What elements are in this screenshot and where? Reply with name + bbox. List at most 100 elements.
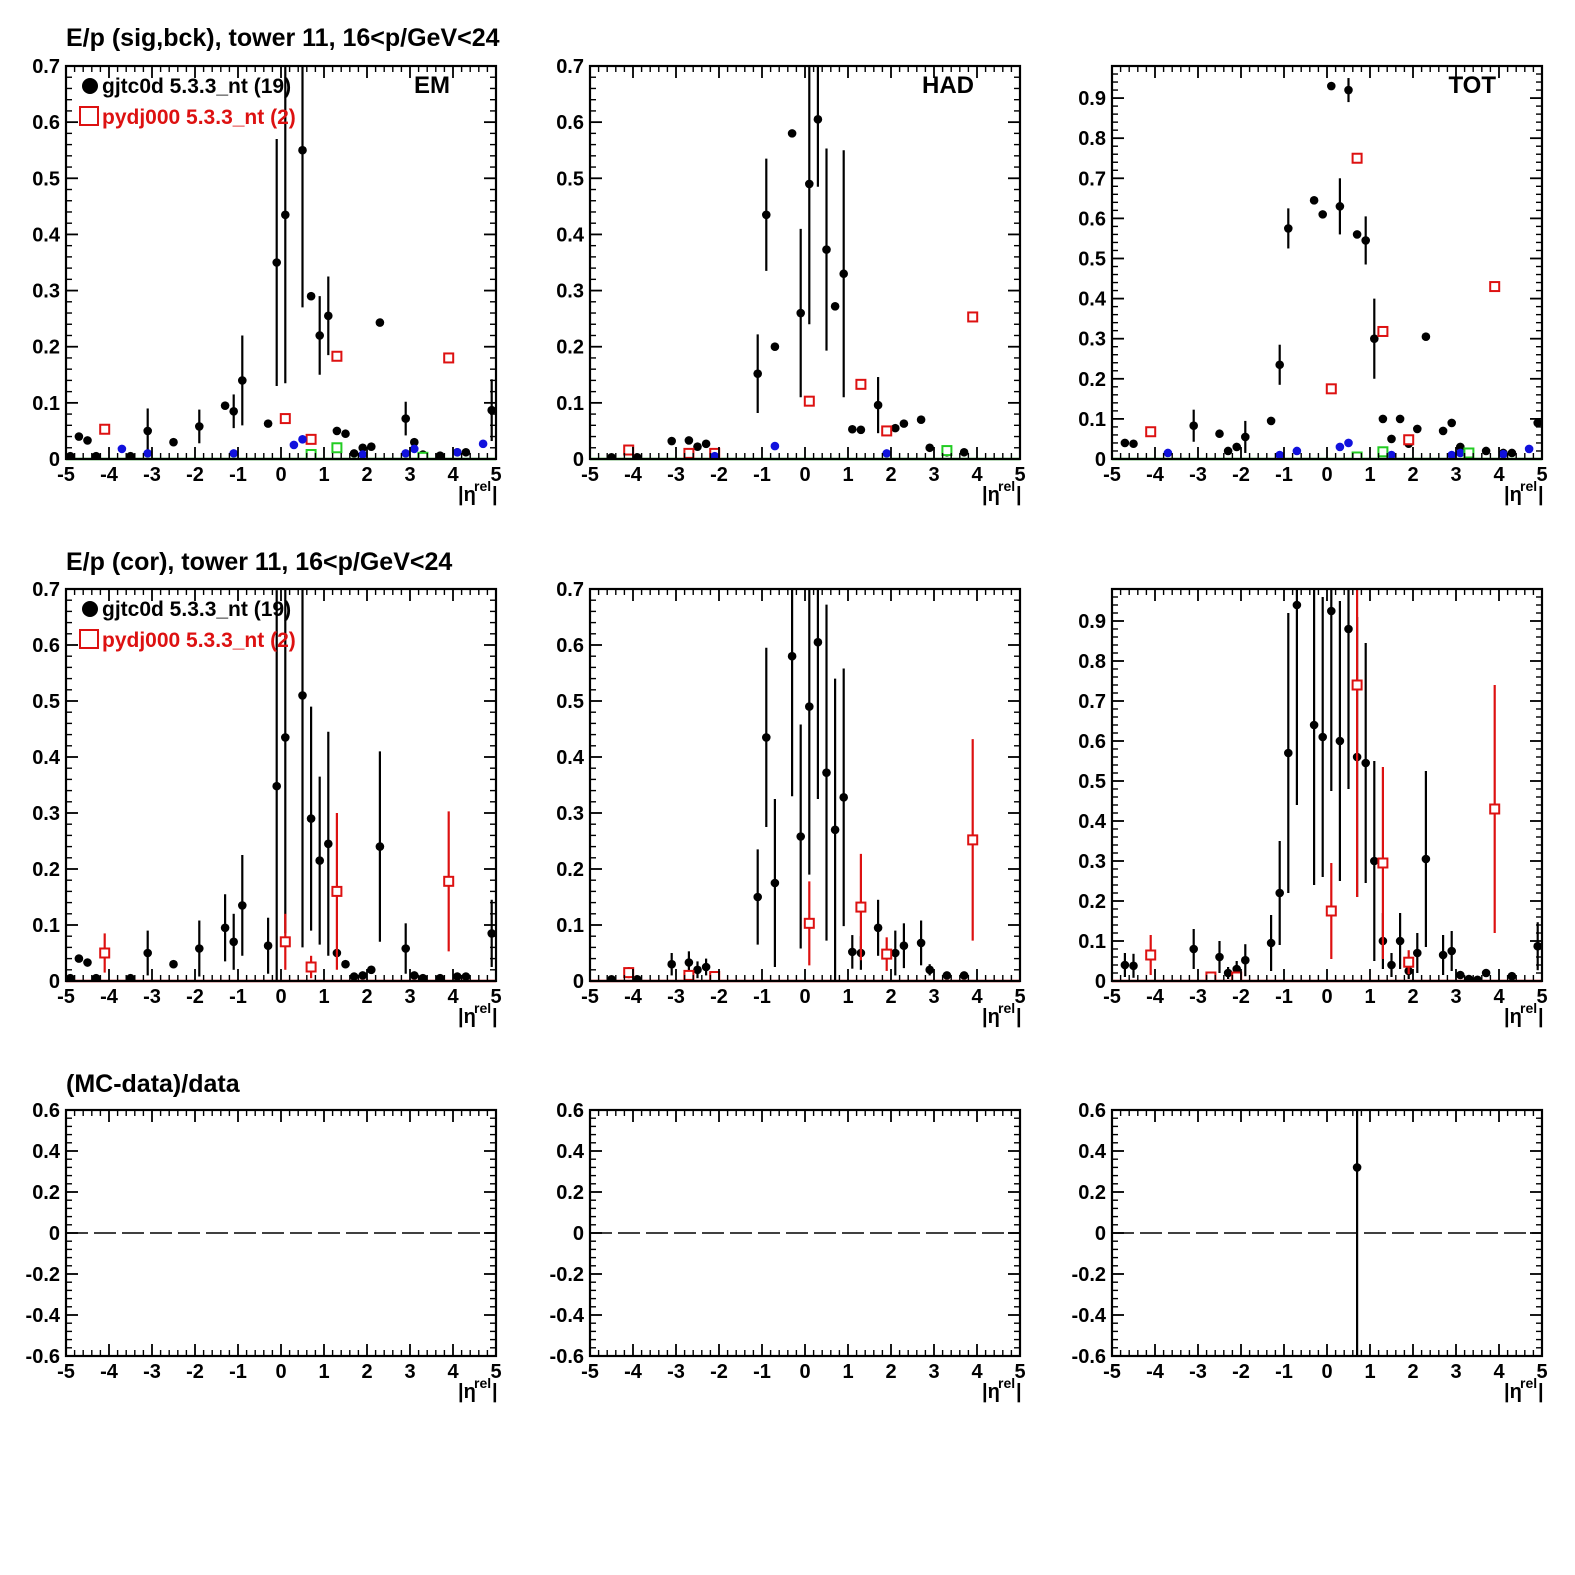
x-axis-label: |η [982,484,1000,506]
y-tick-label: 0 [49,449,60,471]
x-tick-label: -1 [753,986,771,1008]
data-point [349,449,359,458]
data-point [238,901,247,910]
data-point [607,975,616,981]
y-tick-label: 0.5 [1078,248,1106,270]
x-tick-label: 3 [1450,464,1461,486]
data-point [770,342,780,352]
y-tick-label: 0 [1095,449,1106,471]
data-point [1447,946,1456,956]
y-tick-label: -0.4 [26,1305,61,1327]
x-tick-label: 2 [361,464,372,486]
x-tick-label: -3 [143,986,161,1008]
series-group [1352,1110,1362,1356]
x-tick-label: -5 [1103,1361,1121,1383]
x-tick-label: -3 [143,1361,161,1383]
y-tick-label: 0.8 [1078,128,1106,150]
data-point [813,637,823,647]
x-tick-label: -1 [229,464,247,486]
series-group [607,589,979,981]
x-axis-label: |η [458,1381,476,1403]
x-tick-label: 4 [1493,986,1505,1008]
data-point [332,426,342,436]
data-point [899,419,909,428]
data-point [822,245,831,254]
data-point [1344,624,1353,634]
panel-ratio-tot: -5 -4 -3 -2 -1 0 1 2 3 4 5 -0.6 -0.4 -0.2 0 0.2 0.4 0.6 |η… [1072,1100,1548,1403]
data-point [1129,961,1138,971]
series-group [1120,589,1542,981]
data-point-square [855,378,867,390]
x-tick-label: -4 [624,464,643,486]
data-point [1352,1163,1362,1172]
x-tick-label: -5 [57,986,75,1008]
y-tick-label: 0.2 [32,1182,60,1204]
x-tick-label: -2 [710,1361,728,1383]
data-point-square [1145,426,1157,438]
x-tick-label: 4 [1493,464,1505,486]
data-point [1344,438,1353,448]
data-point [83,436,92,445]
y-tick-label: 0.6 [556,112,584,134]
panel-ratio-em: -5 -4 -3 -2 -1 0 1 2 3 4 5 -0.6 -0.4 -0.2 0 0.2 0.4 0.6 |η… [26,1100,502,1403]
data-point-square [683,969,695,981]
data-point [1473,975,1482,981]
x-tick-label: 5 [1536,464,1547,486]
y-tick-label: 0.1 [556,393,584,415]
y-tick-label: 0.1 [32,915,60,937]
data-point [1413,424,1422,434]
x-axis-label-sup: rel [1520,1000,1537,1016]
data-point [1309,196,1319,205]
y-tick-label: 0.4 [556,747,585,769]
data-point [461,447,471,457]
x-tick-label: 5 [490,1361,501,1383]
data-point [1507,448,1517,458]
data-point-square [305,449,317,459]
y-tick-label: 0.6 [556,1100,584,1122]
y-tick-label: 0 [573,1223,584,1245]
data-point [289,440,299,450]
legend-mc-label: pydj000 5.3.3_nt (2) [102,629,296,652]
x-axis-label: |η [1504,1006,1522,1028]
data-point [195,422,204,431]
data-point [1223,446,1233,456]
data-point [272,781,282,791]
data-point [306,291,316,301]
data-point [126,973,135,981]
data-point-square [1145,949,1157,961]
data-point [1361,236,1370,245]
data-point [839,269,848,279]
y-tick-label: 0.4 [32,1141,61,1163]
data-point [117,444,127,454]
x-axis-label-close: | [492,484,498,506]
x-tick-label: 5 [1536,986,1547,1008]
x-tick-label: -3 [667,464,685,486]
data-point [633,453,642,459]
data-point [358,443,368,453]
data-point-square [623,444,635,456]
y-tick-label: 0.6 [1078,1100,1106,1122]
data-point [341,959,350,969]
x-tick-label: -3 [143,464,161,486]
data-point [315,856,325,865]
y-tick-label: 0.5 [556,691,584,713]
data-point [298,691,307,700]
x-tick-label: 1 [318,1361,329,1383]
y-tick-label: 0 [1095,971,1106,993]
x-axis-label-sup: rel [998,1000,1015,1016]
data-point [805,179,814,189]
data-point [1481,968,1491,978]
x-tick-label: 2 [885,464,896,486]
y-tick-label: -0.2 [550,1264,584,1286]
y-tick-label: 0.4 [1078,289,1107,311]
x-tick-label: -1 [1275,986,1293,1008]
data-point [195,944,204,953]
x-axis-label-sup: rel [1520,1375,1537,1391]
data-point-square [709,971,721,981]
y-tick-label: 0.6 [556,635,584,657]
data-point [1456,448,1465,458]
data-point [358,971,368,980]
data-point [367,965,376,975]
y-tick-label: 0.3 [556,803,584,825]
y-tick-label: 0.8 [1078,651,1106,673]
